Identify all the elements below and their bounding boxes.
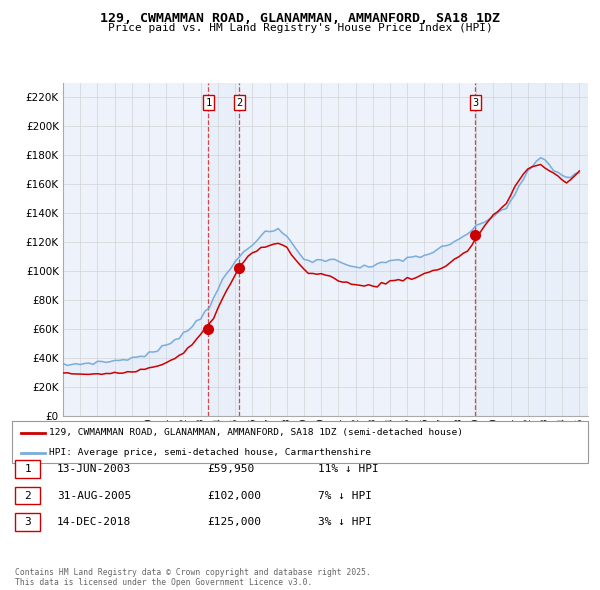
Text: 129, CWMAMMAN ROAD, GLANAMMAN, AMMANFORD, SA18 1DZ (semi-detached house): 129, CWMAMMAN ROAD, GLANAMMAN, AMMANFORD… [49, 428, 463, 437]
Text: 2: 2 [236, 98, 242, 108]
Text: 1: 1 [205, 98, 212, 108]
Text: Contains HM Land Registry data © Crown copyright and database right 2025.
This d: Contains HM Land Registry data © Crown c… [15, 568, 371, 587]
Text: HPI: Average price, semi-detached house, Carmarthenshire: HPI: Average price, semi-detached house,… [49, 448, 371, 457]
Text: 13-JUN-2003: 13-JUN-2003 [57, 464, 131, 474]
Bar [208, 83, 239, 416]
Text: 3% ↓ HPI: 3% ↓ HPI [318, 517, 372, 527]
Text: 129, CWMAMMAN ROAD, GLANAMMAN, AMMANFORD, SA18 1DZ: 129, CWMAMMAN ROAD, GLANAMMAN, AMMANFORD… [100, 12, 500, 25]
Text: £59,950: £59,950 [207, 464, 254, 474]
Text: Price paid vs. HM Land Registry's House Price Index (HPI): Price paid vs. HM Land Registry's House … [107, 23, 493, 33]
Text: 1: 1 [24, 464, 31, 474]
Bar [475, 83, 588, 416]
Text: 3: 3 [24, 517, 31, 527]
Text: 11% ↓ HPI: 11% ↓ HPI [318, 464, 379, 474]
Text: 3: 3 [472, 98, 478, 108]
Text: 2: 2 [24, 491, 31, 500]
Text: 7% ↓ HPI: 7% ↓ HPI [318, 491, 372, 500]
Text: 14-DEC-2018: 14-DEC-2018 [57, 517, 131, 527]
Text: £102,000: £102,000 [207, 491, 261, 500]
Text: £125,000: £125,000 [207, 517, 261, 527]
Text: 31-AUG-2005: 31-AUG-2005 [57, 491, 131, 500]
